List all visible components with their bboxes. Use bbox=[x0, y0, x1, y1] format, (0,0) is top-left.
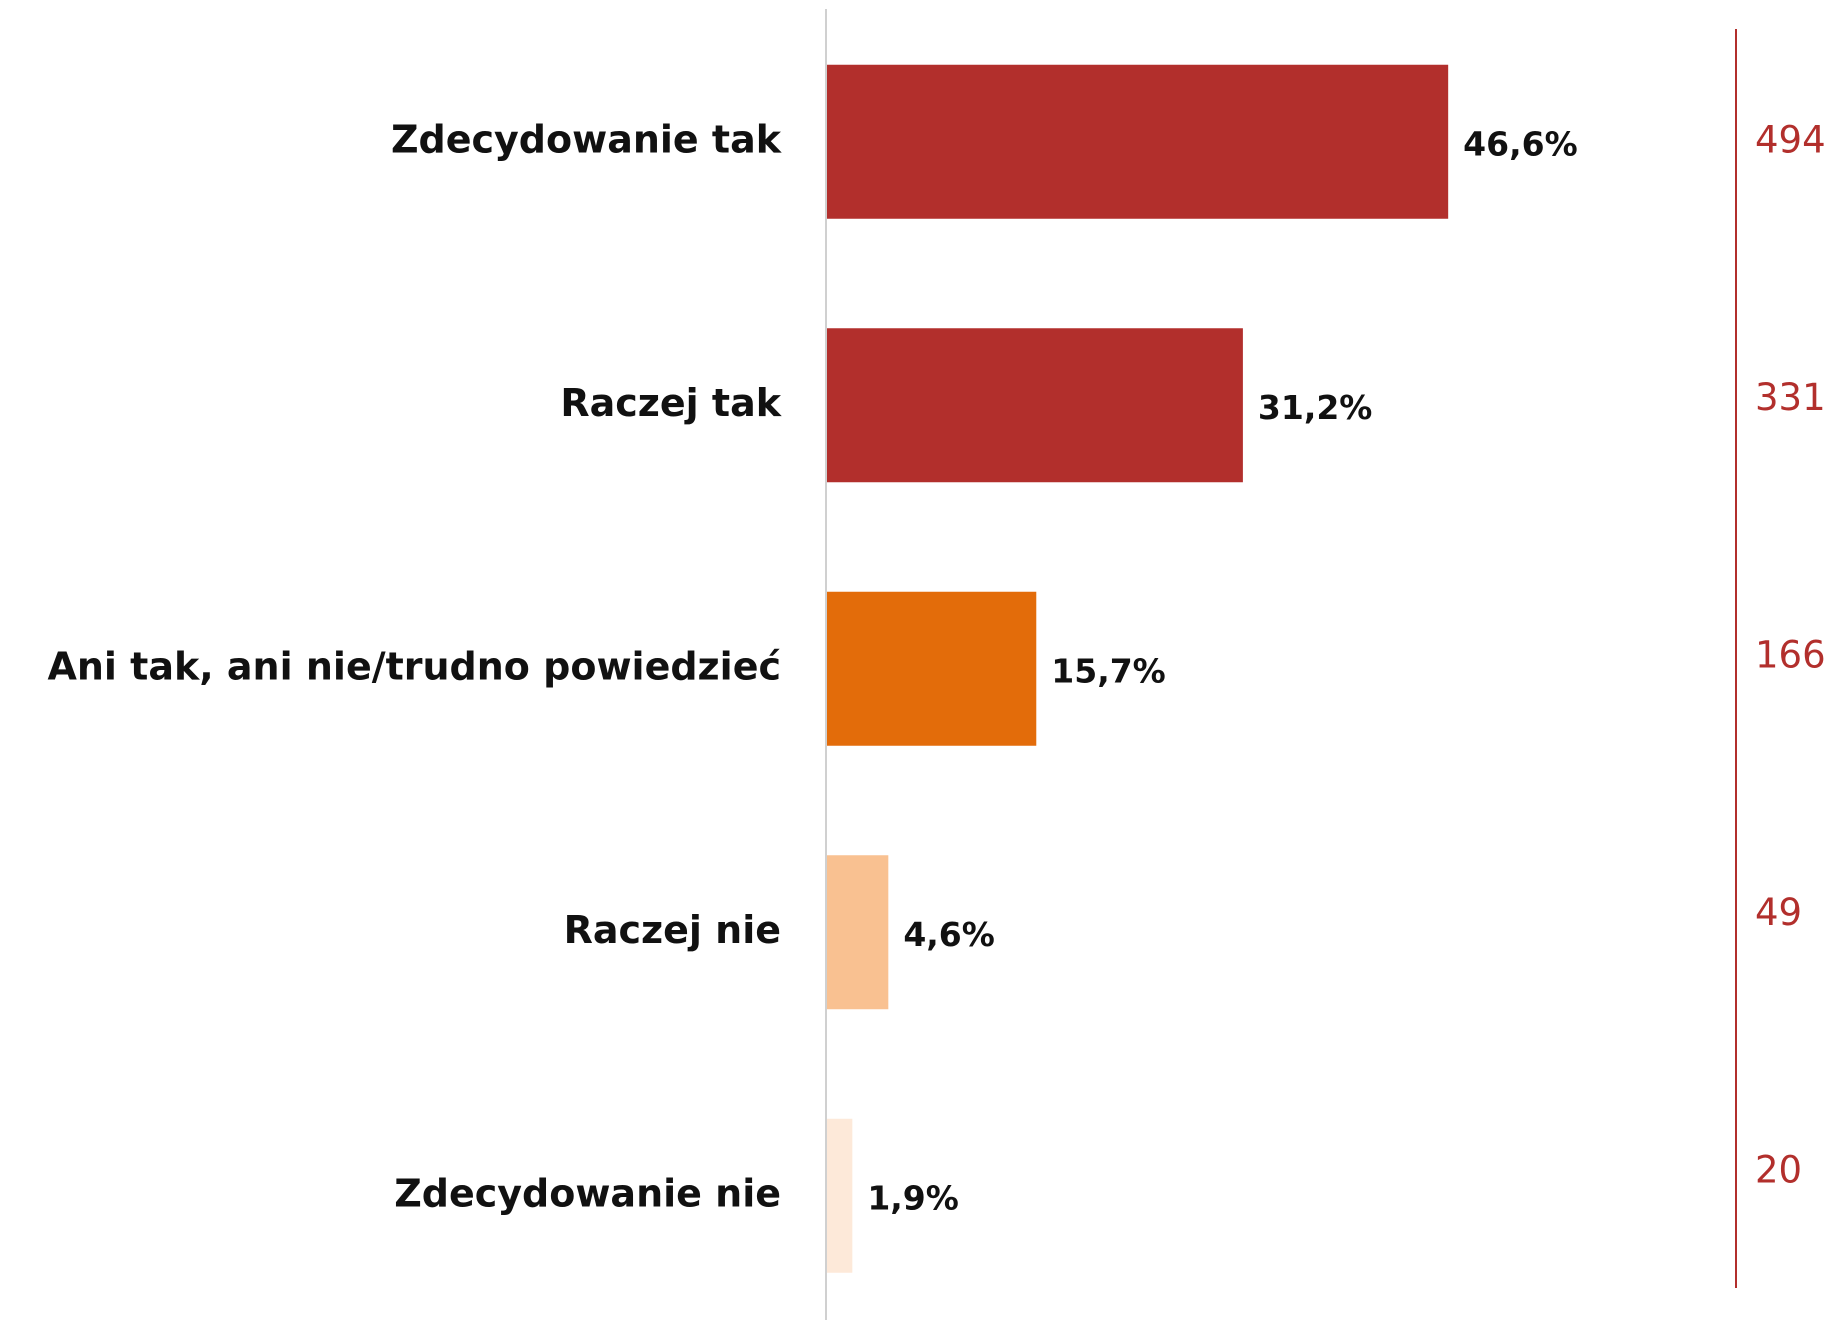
bar bbox=[827, 64, 1449, 219]
value-label: 15,7% bbox=[1051, 651, 1166, 690]
bar bbox=[827, 855, 889, 1010]
count-label: 20 bbox=[1755, 1148, 1802, 1191]
count-label: 494 bbox=[1755, 118, 1826, 161]
value-label: 31,2% bbox=[1258, 388, 1373, 427]
bar bbox=[827, 1118, 853, 1273]
count-label: 331 bbox=[1755, 376, 1826, 419]
bar bbox=[827, 591, 1037, 746]
category-label: Zdecydowanie tak bbox=[391, 117, 782, 161]
bar bbox=[827, 328, 1243, 483]
count-label: 49 bbox=[1755, 891, 1802, 934]
category-label: Zdecydowanie nie bbox=[394, 1171, 781, 1215]
value-label: 4,6% bbox=[903, 915, 995, 954]
value-label: 46,6% bbox=[1463, 124, 1578, 163]
count-label: 166 bbox=[1755, 633, 1826, 676]
value-label: 1,9% bbox=[867, 1178, 959, 1217]
category-label: Ani tak, ani nie/trudno powiedzieć bbox=[47, 644, 781, 688]
category-label: Raczej nie bbox=[564, 908, 781, 952]
category-label: Raczej tak bbox=[560, 381, 781, 425]
